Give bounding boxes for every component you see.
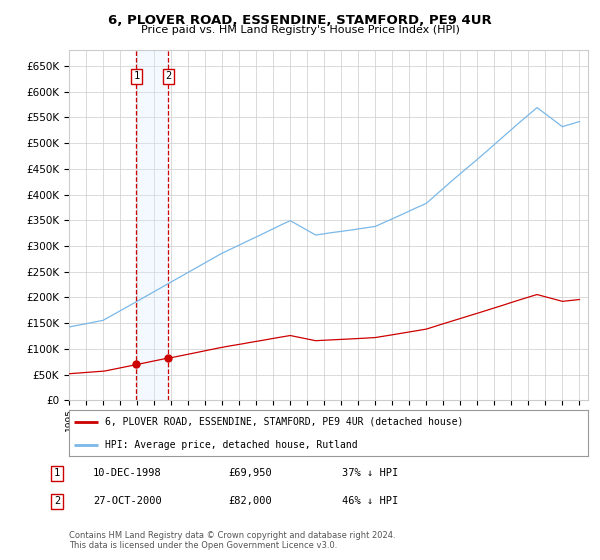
- Text: 6, PLOVER ROAD, ESSENDINE, STAMFORD, PE9 4UR: 6, PLOVER ROAD, ESSENDINE, STAMFORD, PE9…: [108, 14, 492, 27]
- Text: Contains HM Land Registry data © Crown copyright and database right 2024.
This d: Contains HM Land Registry data © Crown c…: [69, 530, 395, 550]
- Text: 46% ↓ HPI: 46% ↓ HPI: [342, 496, 398, 506]
- Text: 10-DEC-1998: 10-DEC-1998: [93, 468, 162, 478]
- Text: Price paid vs. HM Land Registry's House Price Index (HPI): Price paid vs. HM Land Registry's House …: [140, 25, 460, 35]
- Text: HPI: Average price, detached house, Rutland: HPI: Average price, detached house, Rutl…: [106, 440, 358, 450]
- Text: 6, PLOVER ROAD, ESSENDINE, STAMFORD, PE9 4UR (detached house): 6, PLOVER ROAD, ESSENDINE, STAMFORD, PE9…: [106, 417, 464, 427]
- Text: 1: 1: [54, 468, 60, 478]
- Text: 2: 2: [165, 71, 172, 81]
- Text: 2: 2: [54, 496, 60, 506]
- Text: 27-OCT-2000: 27-OCT-2000: [93, 496, 162, 506]
- Text: 37% ↓ HPI: 37% ↓ HPI: [342, 468, 398, 478]
- Text: 1: 1: [133, 71, 139, 81]
- Text: £69,950: £69,950: [228, 468, 272, 478]
- Bar: [136, 50, 168, 400]
- Text: £82,000: £82,000: [228, 496, 272, 506]
